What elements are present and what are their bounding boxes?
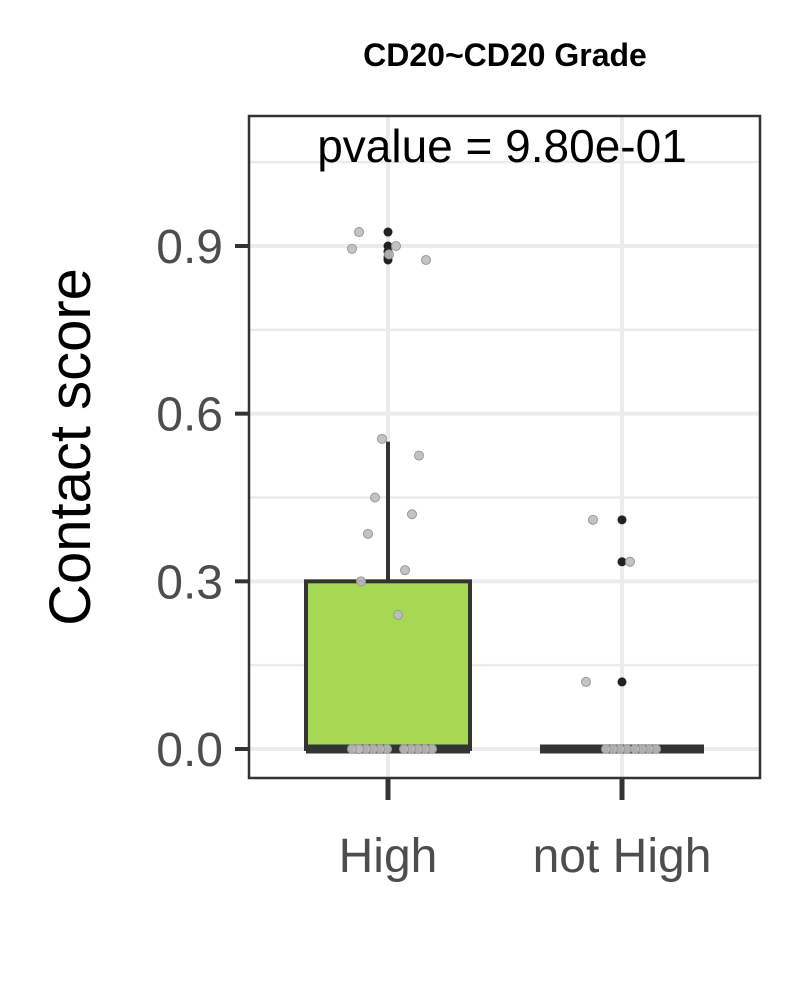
jitter-point <box>400 565 410 576</box>
jitter-point <box>601 744 611 754</box>
jitter-point <box>588 514 598 525</box>
y-axis: 0.0 0.3 0.6 0.9 <box>156 221 249 777</box>
jitter-point <box>356 576 366 587</box>
jitter-point <box>363 528 373 539</box>
jitter-point <box>414 450 424 461</box>
jitter-point <box>347 744 357 754</box>
chart-title: CD20~CD20 Grade <box>363 37 647 73</box>
y-tick-label: 0.0 <box>156 724 223 777</box>
y-axis-label: Contact score <box>38 268 103 626</box>
jitter-point <box>393 609 403 620</box>
jitter-point <box>399 744 409 754</box>
jitter-point <box>354 227 364 238</box>
y-tick-label: 0.3 <box>156 556 223 609</box>
jitter-point <box>377 433 387 444</box>
box-high <box>304 579 472 751</box>
outlier-point <box>617 515 627 525</box>
y-tick-label: 0.9 <box>156 221 223 274</box>
outlier-point <box>617 557 627 567</box>
data-points <box>347 227 661 754</box>
x-tick-label: High <box>339 830 438 883</box>
jitter-point <box>421 254 431 265</box>
jitter-point <box>407 509 417 520</box>
jitter-point <box>384 249 394 260</box>
plot-border <box>247 114 762 780</box>
outlier-point <box>383 227 393 237</box>
x-tick-label: not High <box>533 830 712 883</box>
jitter-point <box>347 243 357 254</box>
jitter-point <box>625 556 635 567</box>
y-tick-label: 0.6 <box>156 389 223 442</box>
x-axis: High not High <box>339 778 712 883</box>
jitter-point <box>581 676 591 687</box>
jitter-point <box>370 492 380 503</box>
jitter-point <box>391 241 401 251</box>
pvalue-annotation: pvalue = 9.80e-01 <box>317 120 687 172</box>
outlier-point <box>617 677 627 687</box>
jitter-point <box>630 744 640 754</box>
